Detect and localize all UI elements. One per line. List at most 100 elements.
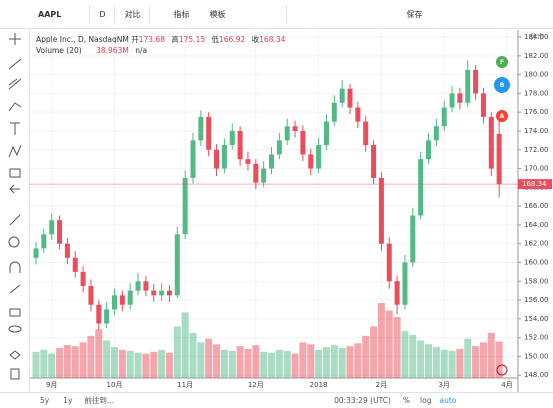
open-value: 173.68	[138, 35, 165, 44]
y-tick-label: 180.00	[524, 71, 549, 79]
volume-bar	[32, 351, 40, 378]
y-tick-label: 184.00	[524, 33, 549, 41]
candle-body	[33, 248, 39, 258]
fib-tool[interactable]	[8, 78, 22, 90]
symbol[interactable]: AAPL	[38, 9, 62, 19]
volume-bar	[417, 340, 425, 378]
candle-body	[80, 271, 86, 286]
event-marker	[494, 77, 510, 93]
candle-body	[135, 281, 141, 291]
volume-bar	[315, 349, 323, 378]
range-button[interactable]: 5y	[40, 396, 50, 405]
candle-body	[284, 126, 290, 141]
save-button[interactable]: 保存	[406, 9, 423, 19]
y-tick-label: 152.00	[524, 334, 549, 342]
y-tick-label: 176.00	[524, 108, 549, 116]
candle-body	[473, 69, 479, 94]
candle-body	[292, 126, 298, 131]
candle-body	[253, 163, 259, 183]
candle-body	[323, 121, 329, 146]
volume-bar	[432, 347, 440, 378]
candle-body	[88, 285, 94, 305]
templates-button[interactable]: 模板	[209, 9, 226, 19]
candle-body	[378, 177, 384, 244]
event-marker-label: A	[500, 113, 505, 120]
y-tick-label: 164.00	[524, 221, 549, 229]
candle-body	[426, 140, 431, 160]
high-value: 175.15	[178, 35, 206, 44]
clock: 00:33:29 (UTC)	[334, 396, 391, 405]
event-marker	[496, 56, 508, 68]
magnet-tool[interactable]	[9, 261, 21, 273]
candle-body	[237, 130, 243, 160]
y-tick-label: 150.00	[524, 352, 549, 360]
lock-tool[interactable]	[9, 308, 21, 317]
market-status: 休市	[530, 32, 544, 41]
open-label: 开	[131, 35, 139, 44]
candle-body	[229, 130, 235, 146]
crosshair-tool[interactable]	[9, 33, 21, 45]
volume-bar	[95, 329, 103, 378]
compare-button[interactable]: 对比	[124, 9, 141, 19]
delete-tool[interactable]	[10, 368, 20, 380]
candle-body	[206, 116, 212, 150]
volume-bar	[354, 343, 362, 378]
shape-tool[interactable]	[9, 168, 21, 178]
candle-body	[127, 290, 133, 305]
y-tick-label: 162.00	[524, 240, 549, 248]
candle-body	[300, 130, 306, 155]
auto-button[interactable]: auto	[439, 396, 457, 405]
candle-body	[433, 126, 439, 141]
volume-bar	[197, 342, 205, 378]
separator	[113, 5, 115, 23]
volume-bar	[385, 310, 393, 378]
range-button[interactable]: 1y	[63, 396, 73, 405]
stay-drawing-tool[interactable]	[9, 284, 21, 294]
candle-body	[214, 149, 220, 169]
event-marker-label: F	[500, 59, 504, 66]
log-button[interactable]: log	[420, 396, 432, 405]
candle-body	[96, 304, 102, 324]
event-marker-label: B	[500, 82, 505, 89]
back-tool[interactable]	[9, 184, 20, 194]
forecast-tool[interactable]	[8, 144, 22, 158]
volume-bar	[393, 317, 401, 378]
volume-bar	[338, 348, 346, 378]
volume-bar	[134, 352, 142, 378]
candle-body	[41, 234, 47, 249]
legend-row: Apple Inc., D, NasdaqNM 开173.68 高175.15 …	[36, 34, 289, 45]
candle-body	[308, 154, 314, 169]
x-tick-label: 12月	[248, 381, 264, 389]
volume-bar	[472, 346, 480, 378]
volume-bar	[479, 342, 487, 378]
layers-tool[interactable]	[9, 350, 21, 360]
goto-button[interactable]: 前往到...	[84, 396, 115, 405]
visibility-tool[interactable]	[8, 325, 22, 333]
volume-name: Volume (20)	[36, 46, 82, 55]
candle-body	[402, 262, 408, 305]
scroll-button[interactable]	[496, 364, 508, 376]
candle-body	[496, 133, 502, 185]
measure-tool[interactable]	[9, 214, 21, 226]
volume-bar	[228, 350, 236, 378]
text-tool[interactable]	[10, 122, 20, 135]
volume-bar	[346, 346, 354, 378]
interval[interactable]: D	[99, 9, 106, 19]
trendline-tool[interactable]	[8, 58, 22, 70]
y-tick-label: 160.00	[524, 258, 549, 266]
y-tick-label: 158.00	[524, 277, 549, 285]
volume-bar	[118, 349, 126, 378]
candle-body	[143, 281, 149, 291]
top-toolbar: AAPL D 对比 指标 模板 保存	[0, 0, 553, 29]
indicators-button[interactable]: 指标	[173, 9, 190, 19]
candle-body	[488, 116, 494, 169]
volume-bar	[456, 348, 464, 378]
percent-button[interactable]: %	[402, 396, 411, 405]
zoom-tool[interactable]	[8, 236, 20, 248]
legend-row: Volume (20) 38.963M n/a	[36, 45, 289, 56]
volume-bar	[425, 344, 432, 378]
pattern-tool[interactable]	[8, 102, 22, 112]
left-toolbar	[0, 29, 30, 392]
y-tick-label: 148.00	[524, 371, 549, 379]
